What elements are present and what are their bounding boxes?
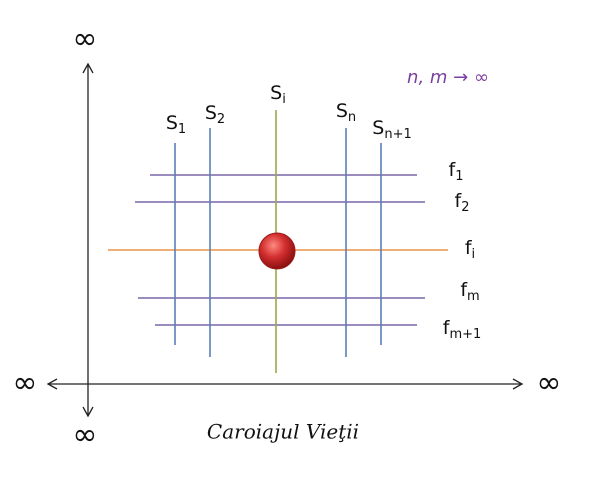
- label-subscript: m: [467, 289, 480, 304]
- line-label: fm+1: [443, 317, 482, 342]
- infinity-label: ∞: [13, 366, 38, 401]
- label-base: f: [460, 279, 468, 301]
- label-base: f: [455, 190, 463, 212]
- infinity-label: ∞: [537, 366, 562, 401]
- grid: [108, 110, 448, 373]
- label-base: S: [205, 102, 217, 124]
- infinity-label: ∞: [73, 418, 98, 453]
- line-label: S1: [166, 112, 186, 137]
- label-subscript: i: [282, 92, 286, 107]
- label-base: S: [166, 112, 178, 134]
- label-subscript: n: [348, 110, 356, 125]
- label-base: S: [336, 100, 348, 122]
- label-base: S: [270, 82, 282, 104]
- axes: [46, 62, 524, 418]
- line-label: f1: [449, 159, 464, 184]
- note: n, m → ∞: [407, 67, 489, 88]
- label-subscript: n+1: [384, 127, 411, 142]
- caption: Caroiajul Vieţii: [207, 420, 359, 444]
- label-base: S: [372, 117, 384, 139]
- label-subscript: i: [472, 247, 476, 262]
- line-label: S2: [205, 102, 225, 127]
- label-base: f: [465, 237, 473, 259]
- line-label: Sn: [336, 100, 356, 125]
- label-subscript: m+1: [449, 327, 481, 342]
- label-subscript: 1: [178, 122, 186, 137]
- line-label: Si: [270, 82, 286, 107]
- line-label: f2: [455, 190, 470, 215]
- label-subscript: 2: [461, 200, 469, 215]
- infinity-label: ∞: [73, 22, 98, 57]
- line-label: Sn+1: [372, 117, 411, 142]
- label-base: f: [443, 317, 451, 339]
- label-base: f: [449, 159, 457, 181]
- label-subscript: 1: [455, 169, 463, 184]
- line-label: fi: [465, 237, 475, 262]
- life-point: [258, 232, 296, 270]
- line-label: fm: [460, 279, 479, 304]
- label-subscript: 2: [217, 112, 225, 127]
